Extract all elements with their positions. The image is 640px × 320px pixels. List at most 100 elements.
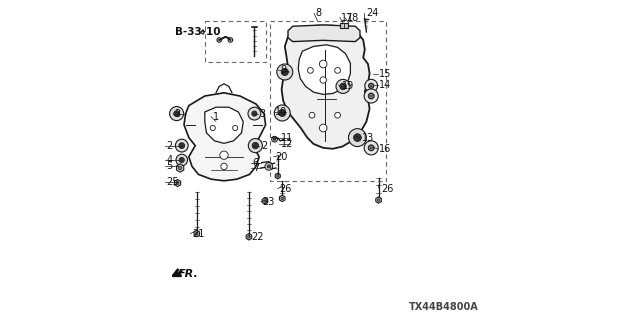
Text: 5: 5 (166, 161, 173, 171)
Circle shape (319, 124, 327, 132)
Circle shape (369, 145, 374, 151)
Polygon shape (175, 180, 180, 187)
Circle shape (320, 77, 326, 83)
Polygon shape (280, 195, 285, 202)
Text: 6: 6 (253, 157, 259, 168)
Text: 24: 24 (366, 8, 378, 18)
Text: TX44B4800A: TX44B4800A (409, 302, 479, 312)
Text: 8: 8 (316, 8, 322, 19)
Text: 11: 11 (281, 133, 293, 143)
Circle shape (179, 143, 184, 148)
Text: FR.: FR. (178, 269, 198, 279)
Circle shape (282, 68, 288, 76)
Polygon shape (205, 107, 243, 143)
Circle shape (176, 182, 179, 184)
Text: 17: 17 (342, 12, 354, 23)
Text: 23: 23 (262, 196, 275, 207)
Circle shape (233, 125, 238, 131)
Polygon shape (376, 197, 381, 203)
Text: 3: 3 (259, 108, 266, 119)
Text: 7: 7 (253, 163, 259, 173)
Circle shape (370, 147, 372, 149)
Text: 19: 19 (342, 81, 354, 92)
Circle shape (307, 68, 314, 73)
Text: 10: 10 (275, 107, 287, 117)
Text: 26: 26 (280, 184, 292, 194)
Text: 21: 21 (192, 228, 204, 239)
Text: B-33-10: B-33-10 (175, 27, 221, 37)
Polygon shape (184, 93, 266, 181)
Polygon shape (298, 45, 351, 94)
Text: 3: 3 (174, 108, 180, 119)
Circle shape (365, 79, 378, 92)
Circle shape (370, 95, 372, 97)
Text: 20: 20 (275, 152, 287, 162)
Polygon shape (177, 164, 184, 172)
Circle shape (371, 85, 372, 87)
Circle shape (170, 107, 184, 121)
Circle shape (273, 138, 276, 140)
Circle shape (349, 129, 366, 147)
Text: 9: 9 (280, 65, 286, 76)
Circle shape (281, 197, 284, 200)
Circle shape (364, 89, 378, 103)
Circle shape (364, 141, 378, 155)
Circle shape (174, 111, 179, 116)
Circle shape (248, 236, 250, 238)
Circle shape (378, 199, 380, 201)
Polygon shape (246, 234, 252, 240)
Bar (340, 23, 348, 28)
Circle shape (369, 93, 374, 99)
Circle shape (309, 112, 315, 118)
Text: 15: 15 (380, 68, 392, 79)
Polygon shape (275, 173, 280, 179)
Text: 14: 14 (380, 80, 392, 90)
Bar (270, 21, 385, 181)
Text: 13: 13 (362, 132, 374, 143)
Circle shape (335, 112, 340, 118)
Circle shape (336, 79, 350, 93)
Polygon shape (201, 30, 204, 34)
Circle shape (268, 165, 271, 168)
Polygon shape (288, 25, 360, 42)
Circle shape (176, 154, 188, 166)
Circle shape (369, 83, 374, 88)
Circle shape (220, 151, 228, 159)
Bar (205, 21, 266, 62)
Polygon shape (194, 230, 200, 237)
Circle shape (196, 232, 198, 235)
Circle shape (179, 166, 182, 170)
Circle shape (252, 111, 257, 116)
Circle shape (248, 107, 261, 120)
Text: 2: 2 (261, 140, 267, 151)
Circle shape (369, 93, 374, 99)
Circle shape (354, 134, 361, 141)
Text: 16: 16 (380, 144, 392, 154)
Polygon shape (282, 26, 370, 149)
Circle shape (272, 136, 278, 142)
Circle shape (221, 163, 227, 170)
Text: 26: 26 (381, 184, 393, 194)
Circle shape (369, 84, 374, 88)
Circle shape (252, 142, 259, 149)
Circle shape (279, 109, 285, 116)
Text: 1: 1 (212, 112, 219, 122)
Text: 12: 12 (281, 139, 293, 149)
Circle shape (340, 83, 346, 90)
Circle shape (276, 175, 279, 177)
Circle shape (335, 68, 340, 73)
Circle shape (264, 200, 266, 202)
Circle shape (248, 139, 262, 153)
Circle shape (277, 64, 293, 80)
Text: 25: 25 (166, 177, 179, 188)
Polygon shape (262, 198, 268, 204)
Circle shape (175, 139, 188, 152)
Text: 18: 18 (347, 12, 359, 23)
Circle shape (179, 157, 184, 163)
Text: 2: 2 (166, 140, 173, 151)
Circle shape (265, 163, 273, 170)
Circle shape (275, 105, 291, 121)
Circle shape (369, 145, 374, 150)
Circle shape (210, 125, 215, 131)
Circle shape (319, 60, 327, 68)
